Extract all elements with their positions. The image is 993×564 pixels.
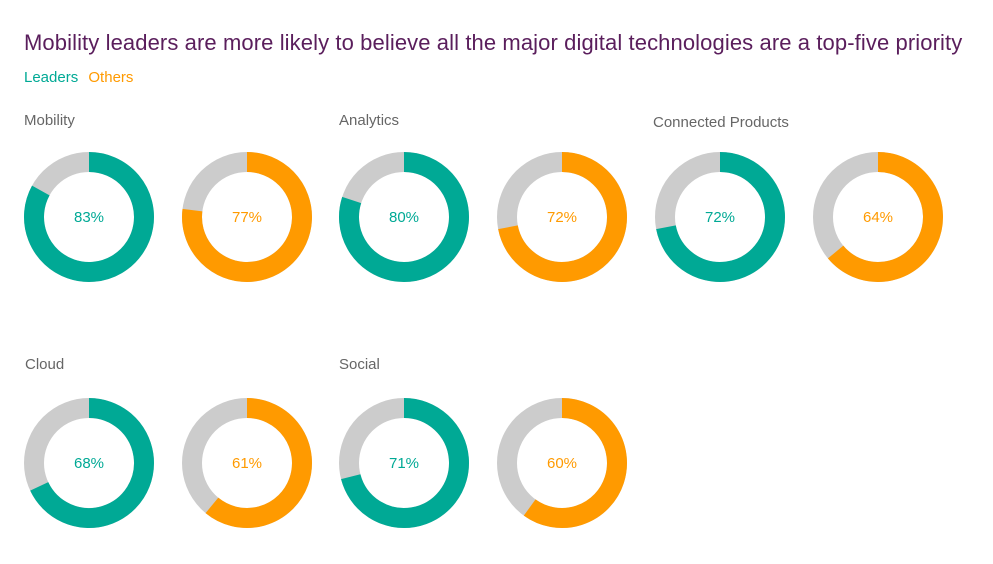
donut-mobility-others-value-arc [182,152,312,282]
donut-analytics-others-value-arc [498,152,627,282]
group-label: Cloud [25,356,65,373]
donut-social-leaders-value-label: 71% [389,455,419,472]
donut-analytics-leaders: 80% [339,152,469,282]
donut-connected-products-others-value-label: 64% [863,209,893,226]
donut-cloud-leaders-value-label: 68% [74,455,104,472]
donut-mobility-leaders: 83% [24,152,154,282]
legend-leaders: Leaders [24,69,79,86]
donut-analytics-leaders-value-arc [339,152,469,282]
group-label: Mobility [24,112,75,129]
donut-mobility-others: 77% [182,152,312,282]
donut-cloud-leaders: 68% [24,398,154,528]
donut-connected-products-leaders: 72% [655,152,785,282]
donut-connected-products-leaders-value-arc [656,152,785,282]
donut-social-others-value-label: 60% [547,455,577,472]
donut-social-others-value-arc [523,398,627,528]
chart-title: Mobility leaders are more likely to beli… [24,30,963,55]
group-label: Analytics [339,112,400,129]
donut-mobility-others-value-label: 77% [232,209,262,226]
legend-others: Others [88,69,134,86]
donut-social-leaders: 71% [339,398,469,528]
legend: Leaders Others [24,69,139,86]
donut-mobility-leaders-value-label: 83% [74,209,104,226]
donut-cloud-leaders-value-arc [30,398,154,528]
donut-analytics-others: 72% [497,152,627,282]
donut-connected-products-others-value-arc [827,152,943,282]
donut-connected-products-others: 64% [813,152,943,282]
donut-cloud-others: 61% [182,398,312,528]
donut-connected-products-leaders-value-label: 72% [705,209,735,226]
donut-social-leaders-value-arc [341,398,469,528]
donut-analytics-others-value-label: 72% [547,209,577,226]
donut-mobility-leaders-value-arc [24,152,154,282]
donut-social-others: 60% [497,398,627,528]
group-label: Connected Products [653,114,789,131]
donut-analytics-leaders-value-label: 80% [389,209,419,226]
group-label: Social [339,356,380,373]
donut-cloud-others-value-arc [205,398,312,528]
donut-cloud-others-value-label: 61% [232,455,262,472]
